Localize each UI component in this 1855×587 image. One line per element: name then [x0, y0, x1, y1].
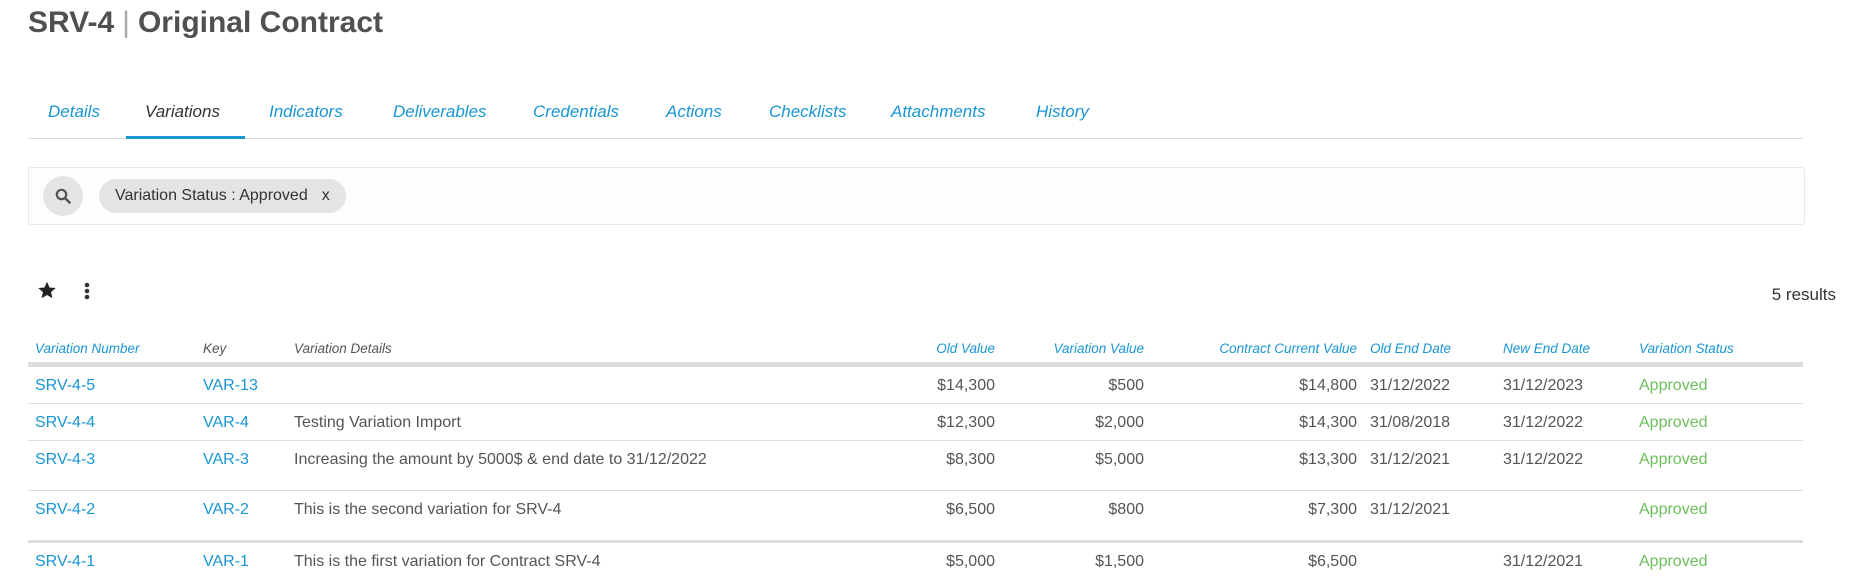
tab-checklists[interactable]: Checklists — [769, 102, 847, 121]
filter-chip-variation-status: Variation Status : Approved x — [99, 179, 346, 213]
search-icon — [55, 188, 71, 204]
variations-table: Variation Number Key Variation Details O… — [28, 334, 1803, 587]
new-end-date: 31/12/2021 — [1503, 553, 1584, 570]
new-end-date — [1503, 490, 1639, 543]
results-count: 5 results — [1771, 285, 1836, 304]
variation-status: Approved — [1639, 490, 1803, 543]
variation-status: Approved — [1639, 440, 1803, 491]
search-button[interactable] — [43, 176, 83, 216]
col-contract-current-value[interactable]: Contract Current Value — [1144, 334, 1357, 367]
tab-credentials[interactable]: Credentials — [533, 102, 619, 121]
tab-attachments[interactable]: Attachments — [891, 102, 986, 121]
old-end-date: 31/12/2021 — [1357, 440, 1503, 491]
variation-value: $800 — [995, 490, 1144, 543]
old-end-date: 31/08/2018 — [1357, 403, 1503, 441]
table-row: SRV-4-1 VAR-1 This is the first variation … — [28, 542, 1803, 587]
contract-code: SRV-4 — [28, 6, 115, 39]
table-row: SRV-4-2 VAR-2 This is the second variation… — [28, 490, 1803, 543]
old-value: $8,300 — [880, 440, 995, 491]
contract-current-value: $14,800 — [1144, 364, 1357, 404]
variation-status: Approved — [1639, 364, 1803, 404]
old-value: $5,000 — [946, 553, 995, 570]
page-title: SRV-4 | Original Contract — [28, 6, 383, 40]
contract-title: Original Contract — [137, 6, 383, 39]
old-value: $14,300 — [880, 364, 995, 404]
tab-bar: Details Variations Indicators Deliverabl… — [28, 96, 1803, 139]
title-separator: | — [122, 6, 130, 39]
variation-number-link[interactable]: SRV-4-5 — [28, 364, 203, 404]
col-old-end-date[interactable]: Old End Date — [1357, 334, 1503, 367]
variation-details: Testing Variation Import — [294, 403, 880, 441]
contract-current-value: $7,300 — [1144, 490, 1357, 543]
old-end-date — [1357, 542, 1503, 587]
col-variation-status[interactable]: Variation Status — [1639, 334, 1803, 367]
old-value: $12,300 — [880, 403, 995, 441]
star-icon[interactable] — [36, 280, 58, 301]
key-link[interactable]: VAR-4 — [203, 403, 294, 441]
col-old-value[interactable]: Old Value — [880, 334, 995, 367]
new-end-date: 31/12/2022 — [1503, 403, 1639, 441]
variation-details — [294, 364, 880, 404]
table-row: SRV-4-4 VAR-4 Testing Variation Import $12,… — [28, 403, 1803, 441]
col-variation-value[interactable]: Variation Value — [995, 334, 1144, 367]
active-tab-indicator — [126, 136, 245, 139]
tab-actions[interactable]: Actions — [666, 102, 722, 121]
remove-filter-button[interactable]: x — [321, 187, 330, 204]
variation-status: Approved — [1639, 553, 1708, 570]
filter-chip-label: Variation Status : Approved — [115, 187, 308, 204]
variation-number-link[interactable]: SRV-4-3 — [28, 440, 203, 491]
variation-value: $1,500 — [1095, 553, 1144, 570]
variation-number-link[interactable]: SRV-4-4 — [28, 403, 203, 441]
variation-details: This is the first variation for Contract… — [294, 553, 601, 570]
tab-deliverables[interactable]: Deliverables — [393, 102, 487, 121]
tab-details[interactable]: Details — [48, 102, 100, 121]
variation-details: This is the second variation for SRV-4 — [294, 490, 880, 543]
new-end-date: 31/12/2022 — [1503, 440, 1639, 491]
table-row: SRV-4-5 VAR-13 $14,300 $500 $14,800 31/12/202… — [28, 364, 1803, 404]
col-variation-number[interactable]: Variation Number — [28, 334, 203, 367]
key-link[interactable]: VAR-2 — [203, 490, 294, 543]
kebab-menu-icon[interactable] — [84, 282, 90, 300]
col-variation-details: Variation Details — [294, 334, 880, 367]
variation-details: Increasing the amount by 5000$ & end dat… — [294, 440, 880, 491]
key-link[interactable]: VAR-13 — [203, 364, 294, 404]
old-end-date: 31/12/2022 — [1357, 364, 1503, 404]
variation-value: $500 — [995, 364, 1144, 404]
variation-value: $5,000 — [995, 440, 1144, 491]
key-link[interactable]: VAR-1 — [203, 553, 249, 570]
col-new-end-date[interactable]: New End Date — [1503, 334, 1639, 367]
variation-number-link[interactable]: SRV-4-2 — [28, 490, 203, 543]
tab-indicators[interactable]: Indicators — [269, 102, 343, 121]
contract-current-value: $6,500 — [1308, 553, 1357, 570]
variation-number-link[interactable]: SRV-4-1 — [35, 553, 96, 570]
table-row: SRV-4-3 VAR-3 Increasing the amount by 500… — [28, 440, 1803, 491]
new-end-date: 31/12/2023 — [1503, 364, 1639, 404]
filter-bar: Variation Status : Approved x — [28, 167, 1805, 225]
tab-variations[interactable]: Variations — [145, 102, 220, 121]
old-value: $6,500 — [880, 490, 995, 543]
contract-current-value: $14,300 — [1144, 403, 1357, 441]
col-key: Key — [203, 334, 294, 367]
variation-status: Approved — [1639, 403, 1803, 441]
key-link[interactable]: VAR-3 — [203, 440, 294, 491]
variation-value: $2,000 — [995, 403, 1144, 441]
contract-current-value: $13,300 — [1144, 440, 1357, 491]
tab-history[interactable]: History — [1036, 102, 1089, 121]
table-header-row: Variation Number Key Variation Details O… — [28, 334, 1803, 367]
old-end-date: 31/12/2021 — [1357, 490, 1503, 543]
